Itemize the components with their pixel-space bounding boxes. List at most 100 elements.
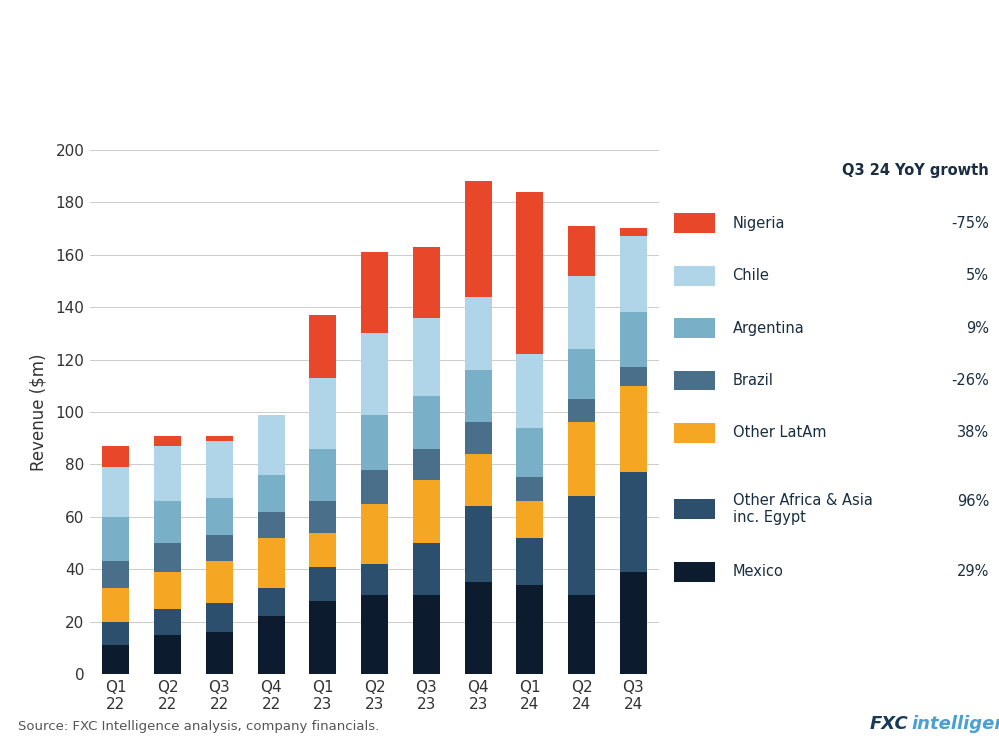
- Bar: [258, 616, 285, 674]
- Bar: [413, 396, 440, 449]
- Text: -26%: -26%: [951, 373, 989, 388]
- Bar: [154, 436, 181, 446]
- Bar: [620, 386, 647, 473]
- Bar: [102, 446, 129, 467]
- Bar: [516, 192, 543, 354]
- Bar: [568, 595, 595, 674]
- Bar: [362, 333, 388, 415]
- Text: FXC: FXC: [869, 715, 908, 733]
- Bar: [413, 247, 440, 318]
- Bar: [620, 237, 647, 312]
- Bar: [465, 297, 492, 370]
- Text: Argentina: Argentina: [732, 321, 804, 336]
- Bar: [206, 499, 233, 535]
- Text: -75%: -75%: [951, 216, 989, 231]
- Y-axis label: Revenue ($m): Revenue ($m): [29, 354, 47, 470]
- Bar: [413, 480, 440, 543]
- Bar: [102, 562, 129, 587]
- Bar: [674, 499, 715, 519]
- Text: intelligence: intelligence: [911, 715, 999, 733]
- Bar: [568, 422, 595, 496]
- Text: Mexico: Mexico: [732, 564, 783, 580]
- Bar: [206, 535, 233, 562]
- Bar: [206, 440, 233, 499]
- Bar: [310, 501, 337, 533]
- Bar: [258, 587, 285, 616]
- Bar: [102, 587, 129, 622]
- Bar: [674, 423, 715, 443]
- Bar: [516, 538, 543, 585]
- Bar: [620, 368, 647, 386]
- Bar: [568, 349, 595, 398]
- Bar: [516, 501, 543, 538]
- Text: 9%: 9%: [966, 321, 989, 336]
- Bar: [310, 377, 337, 449]
- Bar: [620, 473, 647, 572]
- Bar: [465, 181, 492, 297]
- Bar: [154, 446, 181, 501]
- Text: Q3 24 YoY growth: Q3 24 YoY growth: [842, 163, 989, 178]
- Bar: [465, 506, 492, 583]
- Bar: [258, 475, 285, 512]
- Bar: [413, 449, 440, 480]
- Bar: [102, 467, 129, 517]
- Bar: [362, 595, 388, 674]
- Bar: [568, 226, 595, 276]
- Bar: [154, 501, 181, 543]
- Bar: [516, 354, 543, 428]
- Bar: [206, 562, 233, 604]
- Bar: [154, 635, 181, 674]
- Text: Chile: Chile: [732, 268, 769, 283]
- Bar: [465, 583, 492, 674]
- Bar: [516, 428, 543, 478]
- Bar: [674, 318, 715, 338]
- Text: 96%: 96%: [957, 494, 989, 509]
- Bar: [413, 595, 440, 674]
- Bar: [154, 572, 181, 608]
- Text: Source: FXC Intelligence analysis, company financials.: Source: FXC Intelligence analysis, compa…: [18, 720, 380, 733]
- Bar: [310, 315, 337, 377]
- Bar: [310, 449, 337, 501]
- Bar: [568, 276, 595, 349]
- Bar: [102, 517, 129, 562]
- Bar: [516, 585, 543, 674]
- Text: Growth in Egypt offsets Nigeria declines due to volatility: Growth in Egypt offsets Nigeria declines…: [18, 31, 795, 55]
- Text: 29%: 29%: [957, 564, 989, 580]
- Bar: [620, 228, 647, 237]
- Text: Other LatAm: Other LatAm: [732, 425, 826, 440]
- Bar: [362, 415, 388, 470]
- Bar: [154, 608, 181, 635]
- Bar: [674, 562, 715, 582]
- Bar: [102, 645, 129, 674]
- Bar: [206, 604, 233, 632]
- Text: dLocal quarterly revenue by region, 2022-2024: dLocal quarterly revenue by region, 2022…: [18, 88, 431, 106]
- Bar: [258, 538, 285, 587]
- Bar: [465, 370, 492, 422]
- Bar: [258, 512, 285, 538]
- Text: 38%: 38%: [957, 425, 989, 440]
- Bar: [310, 567, 337, 601]
- Bar: [413, 543, 440, 595]
- Bar: [568, 398, 595, 422]
- Bar: [206, 436, 233, 440]
- Bar: [362, 564, 388, 595]
- Bar: [102, 622, 129, 645]
- Bar: [310, 533, 337, 567]
- Text: Other Africa & Asia
inc. Egypt: Other Africa & Asia inc. Egypt: [732, 493, 872, 525]
- Bar: [674, 213, 715, 233]
- Bar: [674, 371, 715, 390]
- Bar: [362, 470, 388, 504]
- Text: Nigeria: Nigeria: [732, 216, 785, 231]
- Bar: [620, 312, 647, 368]
- Bar: [206, 632, 233, 674]
- Bar: [362, 504, 388, 564]
- Bar: [465, 454, 492, 506]
- Bar: [674, 266, 715, 285]
- Bar: [465, 422, 492, 454]
- Bar: [516, 478, 543, 501]
- Text: Brazil: Brazil: [732, 373, 773, 388]
- Bar: [362, 252, 388, 333]
- Bar: [154, 543, 181, 572]
- Bar: [258, 415, 285, 475]
- Bar: [310, 601, 337, 674]
